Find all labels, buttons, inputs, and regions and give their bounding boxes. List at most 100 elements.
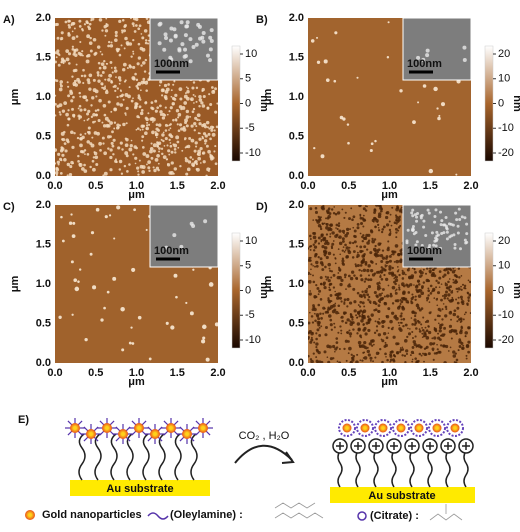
particle <box>57 37 60 40</box>
particle <box>384 295 386 297</box>
particle <box>400 322 402 324</box>
particle <box>386 223 389 226</box>
particle <box>132 66 135 69</box>
particle <box>310 238 312 240</box>
particle <box>355 360 359 364</box>
y-tick-label: 0.5 <box>289 317 304 329</box>
particle <box>54 79 57 82</box>
inset-particle <box>158 22 162 26</box>
particle <box>107 147 109 149</box>
particle <box>423 281 425 283</box>
particle <box>81 75 83 77</box>
particle <box>116 205 120 209</box>
particle <box>97 45 100 48</box>
particle <box>457 287 460 290</box>
particle <box>384 269 387 272</box>
particle <box>400 315 403 318</box>
particle <box>150 147 154 151</box>
particle <box>394 221 397 224</box>
inset-particle <box>210 39 214 43</box>
particle <box>320 298 323 301</box>
particle <box>214 87 217 90</box>
particle <box>318 236 321 239</box>
particle <box>90 104 92 106</box>
particle <box>414 271 417 274</box>
substrate-label: Au substrate <box>106 483 173 495</box>
inset-particle <box>416 240 419 243</box>
particle <box>201 339 205 343</box>
particle <box>452 268 454 270</box>
particle <box>367 299 369 301</box>
particle <box>65 49 69 53</box>
particle <box>450 329 453 332</box>
particle <box>111 130 114 133</box>
particle <box>103 25 106 28</box>
particle <box>307 355 310 358</box>
particle <box>391 267 393 269</box>
particle <box>177 147 179 149</box>
particle <box>171 151 174 154</box>
particle <box>122 123 125 126</box>
particle <box>144 82 146 84</box>
particle <box>334 351 336 353</box>
particle <box>426 300 428 302</box>
colorbar-tick-label: 20 <box>498 48 510 60</box>
particle <box>443 327 446 330</box>
particle <box>418 294 422 298</box>
y-tick-label: 2.0 <box>289 12 304 24</box>
particle <box>382 256 385 259</box>
particle <box>338 225 341 228</box>
particle <box>338 268 341 271</box>
particle <box>462 345 464 347</box>
particle <box>410 301 413 304</box>
particle <box>179 87 183 91</box>
particle <box>320 317 323 320</box>
particle <box>60 159 62 161</box>
particle <box>450 319 452 321</box>
inset-particle <box>465 223 468 226</box>
particle <box>324 333 327 336</box>
particle <box>70 130 74 134</box>
particle <box>466 355 468 357</box>
particle <box>374 332 376 334</box>
particle <box>156 142 159 145</box>
particle <box>371 238 373 240</box>
particle <box>394 261 396 263</box>
inset-particle <box>427 209 430 212</box>
particle <box>330 277 332 279</box>
particle <box>453 354 456 357</box>
particle <box>87 153 90 156</box>
particle <box>215 322 219 326</box>
particle <box>461 298 463 300</box>
particle <box>72 234 76 238</box>
particle <box>405 324 408 327</box>
particle <box>418 283 421 286</box>
particle <box>122 68 125 71</box>
particle <box>385 278 388 281</box>
inset-particle <box>443 223 446 226</box>
particle <box>203 95 206 98</box>
inset-particle <box>189 59 193 63</box>
particle <box>119 103 123 107</box>
particle <box>411 351 414 354</box>
particle <box>389 294 392 297</box>
particle <box>116 96 118 98</box>
scale-bar-label: 100nm <box>407 245 442 257</box>
particle <box>383 345 386 348</box>
particle <box>130 327 132 329</box>
particle <box>173 173 175 175</box>
inset-particle <box>446 237 449 240</box>
particle <box>97 109 100 112</box>
particle <box>126 170 129 173</box>
x-tick-label: 0.0 <box>300 367 315 379</box>
particle <box>434 352 436 354</box>
particle <box>365 234 368 237</box>
colorbar-tick-label: 10 <box>498 73 510 85</box>
particle <box>376 330 378 332</box>
particle <box>156 123 159 126</box>
particle <box>312 274 314 276</box>
particle <box>121 173 123 175</box>
particle <box>54 61 57 64</box>
particle <box>405 349 408 352</box>
particle <box>112 153 114 155</box>
